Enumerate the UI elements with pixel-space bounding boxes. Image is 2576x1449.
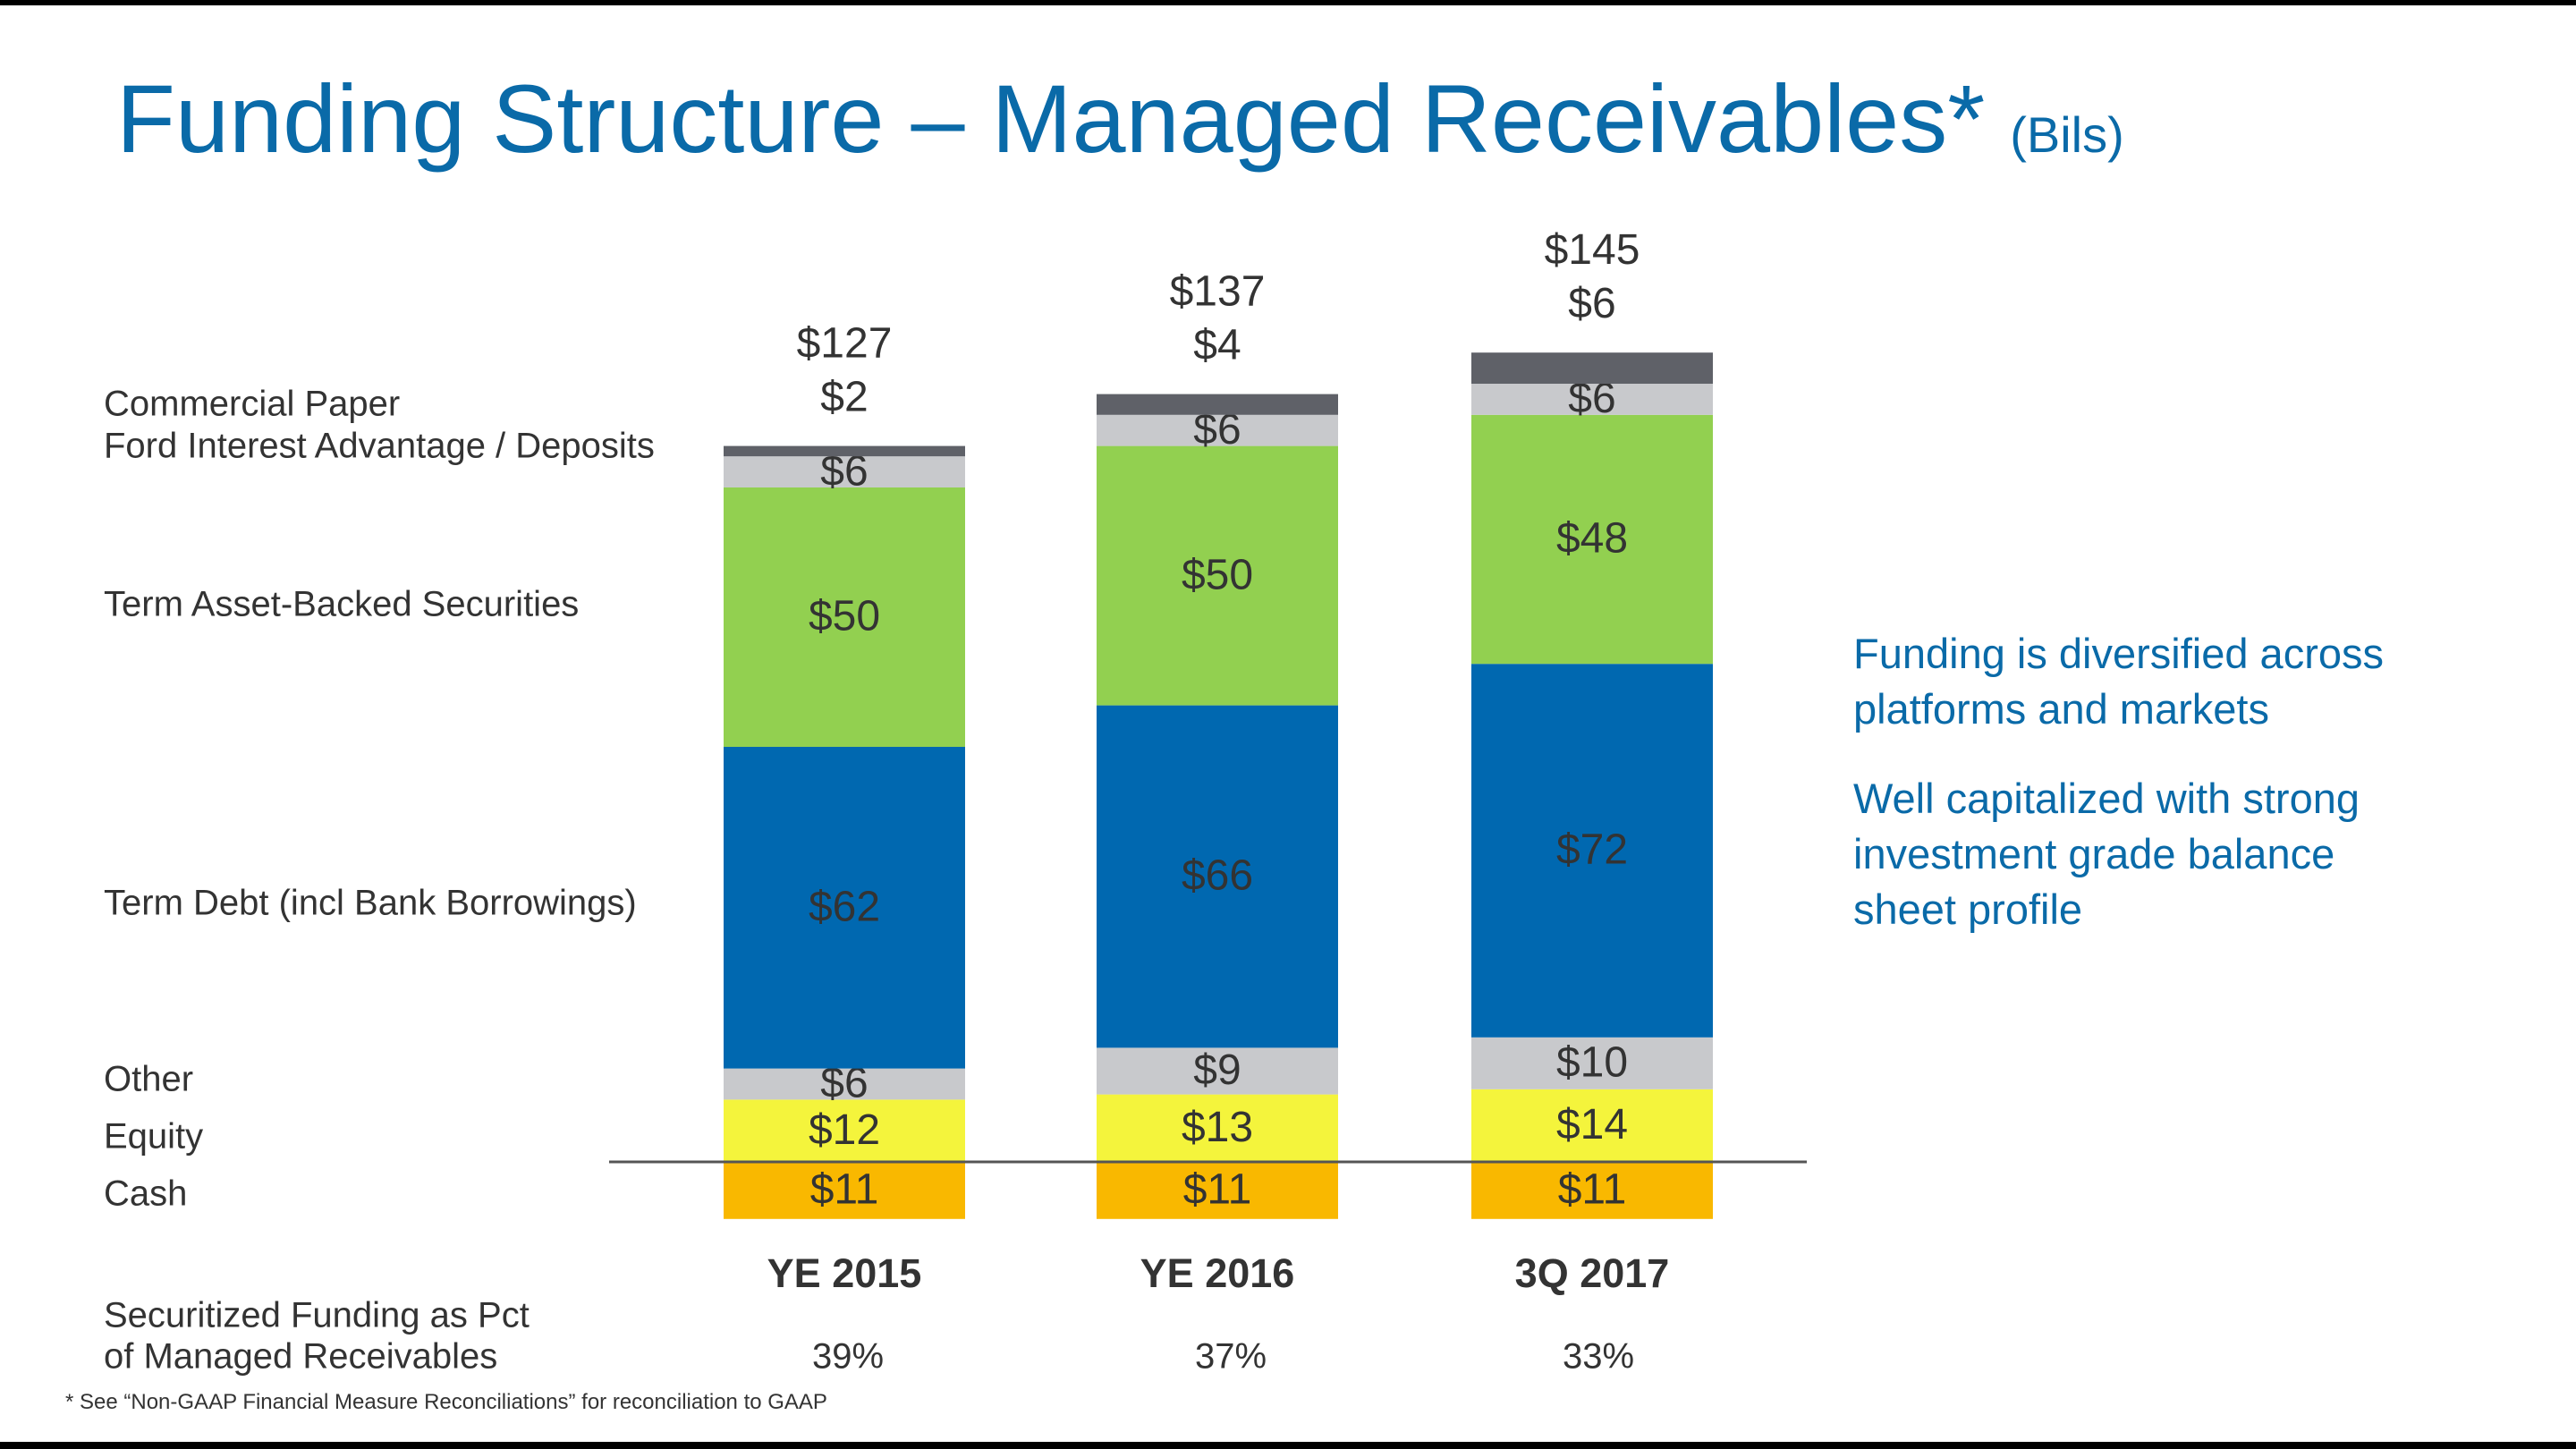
- bar-segment: [1097, 1047, 1338, 1095]
- total-label: $127: [797, 319, 893, 367]
- legend-label: Term Asset-Backed Securities: [104, 585, 579, 624]
- title-block: Funding Structure – Managed Receivables*…: [116, 63, 2124, 174]
- value-label: $50: [809, 593, 880, 640]
- bar-segment: [724, 1068, 965, 1100]
- bar-segment: [1471, 664, 1713, 1038]
- x-tick-label: 3Q 2017: [1515, 1250, 1670, 1296]
- bar-segment: [1097, 705, 1338, 1048]
- value-label: $11: [810, 1166, 879, 1214]
- pct-label: 37%: [1195, 1337, 1267, 1377]
- bottom-border: [0, 1442, 2576, 1449]
- value-label: $12: [809, 1106, 880, 1154]
- legend-label: Cash: [104, 1174, 187, 1214]
- bar-segment: [724, 487, 965, 747]
- bar-segment: [1097, 414, 1338, 446]
- value-label: $48: [1556, 515, 1628, 563]
- value-label: $13: [1182, 1104, 1253, 1151]
- bar-segment: [1471, 384, 1713, 415]
- value-label: $11: [1183, 1166, 1252, 1214]
- bar-segment: [1471, 414, 1713, 665]
- legend-label: Ford Interest Advantage / Deposits: [104, 427, 655, 466]
- note: Funding is diversified across platforms …: [1853, 630, 2384, 733]
- value-label: $2: [820, 373, 868, 420]
- value-label: $50: [1182, 551, 1253, 598]
- legend-label: Commercial Paper: [104, 385, 400, 424]
- bar-segment: [724, 456, 965, 487]
- note: Well capitalized with strong investment …: [1853, 775, 2360, 933]
- top-border: [0, 0, 2576, 5]
- value-label: $11: [1558, 1166, 1627, 1214]
- value-label: $4: [1193, 321, 1241, 369]
- value-label: $72: [1556, 826, 1628, 874]
- bar-segment: [1471, 1162, 1713, 1219]
- chart-title: Funding Structure – Managed Receivables*: [116, 64, 1986, 173]
- row-label: of Managed Receivables: [104, 1337, 497, 1377]
- total-label: $137: [1170, 267, 1266, 315]
- pct-label: 33%: [1563, 1337, 1634, 1377]
- x-tick-label: YE 2016: [1140, 1250, 1295, 1296]
- bar-segment: [1471, 1037, 1713, 1089]
- footnote: * See “Non-GAAP Financial Measure Reconc…: [65, 1390, 827, 1414]
- value-label: $6: [1568, 280, 1615, 327]
- bar-segment: [724, 747, 965, 1069]
- bar-segment: [1097, 1162, 1338, 1219]
- pct-label: 39%: [812, 1337, 884, 1377]
- bar-segment: [724, 1099, 965, 1162]
- x-tick-label: YE 2015: [767, 1250, 922, 1296]
- legend-label: Other: [104, 1060, 193, 1099]
- chart-subtitle: (Bils): [2010, 106, 2124, 163]
- bar-segment: [1097, 1094, 1338, 1162]
- value-label: $62: [809, 883, 880, 930]
- value-label: $9: [1193, 1046, 1241, 1094]
- total-label: $145: [1545, 226, 1640, 274]
- bar-segment: [724, 1162, 965, 1219]
- legend-label: Equity: [104, 1117, 203, 1157]
- bar-segment: [1471, 352, 1713, 384]
- bar-segment: [1097, 394, 1338, 415]
- row-label: Securitized Funding as Pct: [104, 1296, 530, 1335]
- value-label: $14: [1556, 1101, 1628, 1148]
- bar-segment: [724, 445, 965, 457]
- value-label: $10: [1556, 1038, 1628, 1086]
- bar-segment: [1471, 1089, 1713, 1162]
- value-label: $66: [1182, 852, 1253, 900]
- bar-segment: [1097, 445, 1338, 706]
- legend-label: Term Debt (incl Bank Borrowings): [104, 884, 637, 923]
